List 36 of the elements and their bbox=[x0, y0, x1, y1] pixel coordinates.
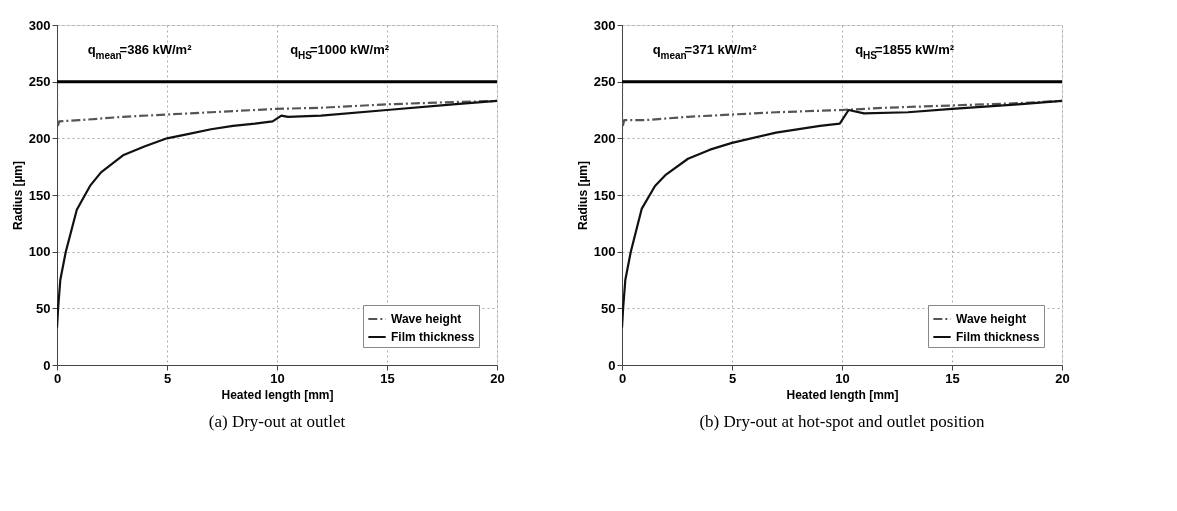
x-tick-label: 0 bbox=[53, 370, 62, 386]
x-axis-title: Heated length [mm] bbox=[221, 387, 334, 402]
y-axis-title: Radius [µm] bbox=[575, 161, 590, 230]
x-tick-label: 15 bbox=[945, 370, 960, 386]
y-tick-label: 200 bbox=[28, 130, 51, 146]
y-tick-label: 250 bbox=[593, 74, 616, 90]
legend-label: Film thickness bbox=[391, 330, 475, 344]
x-tick-label: 10 bbox=[835, 370, 850, 386]
legend-label: Wave height bbox=[391, 312, 462, 326]
x-tick-label: 15 bbox=[380, 370, 395, 386]
text: (b) Dry-out at hot-spot and outlet position bbox=[699, 412, 986, 431]
x-tick-label: 10 bbox=[270, 370, 285, 386]
y-tick-label: 250 bbox=[28, 74, 51, 90]
y-tick-label: 100 bbox=[28, 244, 51, 260]
y-tick-label: 50 bbox=[601, 300, 616, 316]
y-tick-label: 0 bbox=[43, 357, 51, 373]
legend-label: Wave height bbox=[956, 312, 1027, 326]
x-tick-label: 5 bbox=[728, 370, 737, 386]
y-tick-label: 150 bbox=[593, 187, 616, 203]
y-tick-label: 50 bbox=[36, 300, 51, 316]
x-tick-label: 0 bbox=[618, 370, 627, 386]
text: (a) Dry-out at outlet bbox=[208, 412, 346, 431]
y-tick-label: 100 bbox=[593, 244, 616, 260]
y-tick-label: 300 bbox=[28, 17, 51, 33]
x-tick-label: 20 bbox=[1055, 370, 1070, 386]
line-series bbox=[622, 99, 1062, 329]
x-axis-title: Heated length [mm] bbox=[786, 387, 899, 402]
y-tick-label: 150 bbox=[28, 187, 51, 203]
x-tick-label: 5 bbox=[163, 370, 172, 386]
y-tick-label: 0 bbox=[608, 357, 616, 373]
legend-label: Film thickness bbox=[956, 330, 1040, 344]
y-axis-title: Radius [µm] bbox=[10, 161, 25, 230]
x-tick-label: 20 bbox=[490, 370, 505, 386]
y-tick-label: 200 bbox=[593, 130, 616, 146]
y-tick-label: 300 bbox=[593, 17, 616, 33]
line-series bbox=[57, 99, 497, 329]
